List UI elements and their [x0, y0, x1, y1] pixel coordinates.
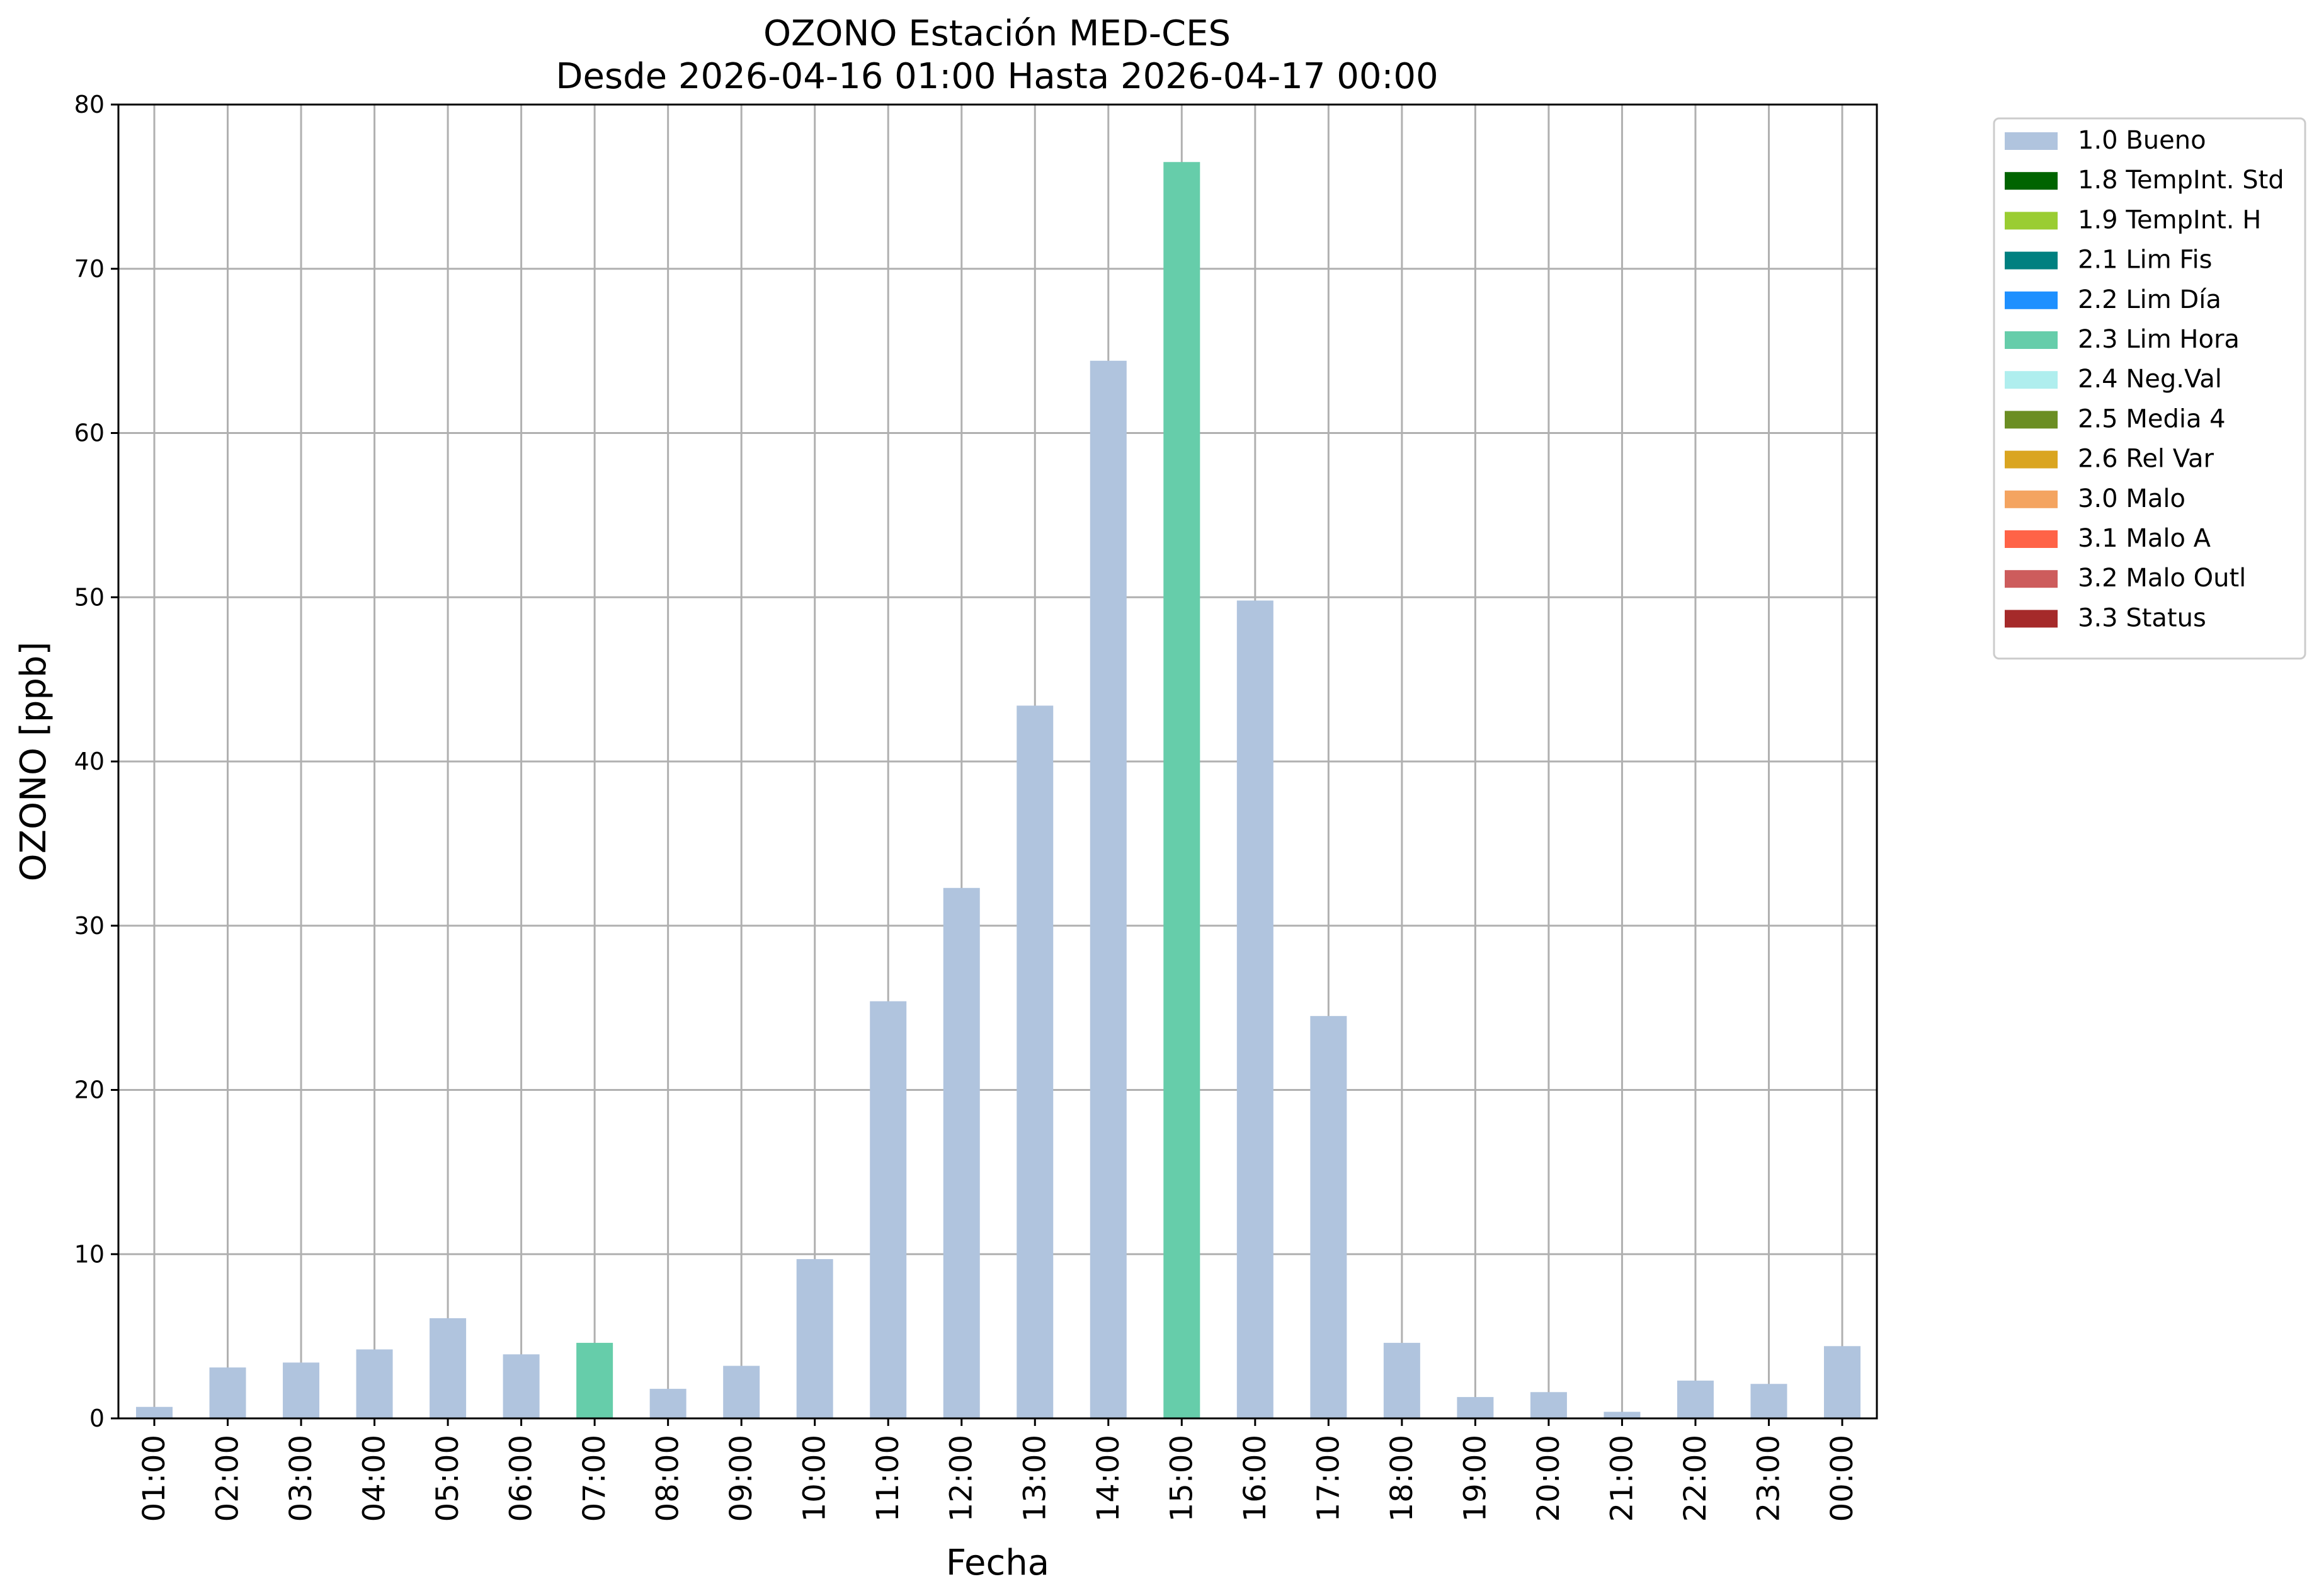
legend-swatch [2005, 450, 2058, 469]
bar [1236, 600, 1273, 1418]
legend-swatch [2005, 371, 2058, 389]
x-axis-label: Fecha [946, 1542, 1049, 1583]
x-tick-label: 21:00 [1604, 1435, 1639, 1522]
x-tick-label: 09:00 [724, 1435, 759, 1522]
x-tick-label: 12:00 [944, 1435, 979, 1522]
y-tick-label: 60 [74, 419, 105, 447]
x-tick-label: 06:00 [504, 1435, 539, 1522]
bar [1750, 1384, 1787, 1418]
bar [1604, 1411, 1641, 1418]
legend-label: 3.0 Malo [2078, 484, 2185, 513]
x-tick-label: 07:00 [577, 1435, 612, 1522]
x-tick-label: 17:00 [1311, 1435, 1346, 1522]
legend-swatch [2005, 530, 2058, 548]
legend-label: 2.4 Neg.Val [2078, 365, 2222, 394]
legend-swatch [2005, 212, 2058, 230]
x-axis-ticks: 01:00 02:00 03:00 04:00 05:00 06:00 07:00 08:00… [137, 1418, 1860, 1522]
y-tick-label: 40 [74, 748, 105, 775]
y-tick-label: 30 [74, 912, 105, 940]
bar [1090, 360, 1127, 1418]
grid-lines [118, 103, 1877, 1420]
bar [136, 1406, 173, 1418]
bar [576, 1343, 613, 1418]
bar [1017, 705, 1054, 1418]
legend-swatch [2005, 291, 2058, 309]
bar [1383, 1343, 1420, 1418]
x-tick-label: 14:00 [1091, 1435, 1126, 1522]
bar [1163, 162, 1200, 1419]
y-tick-label: 70 [74, 255, 105, 283]
bar [283, 1362, 320, 1418]
legend-label: 2.2 Lim Día [2078, 285, 2221, 314]
legend-label: 1.0 Bueno [2078, 126, 2206, 155]
y-tick-label: 50 [74, 583, 105, 611]
y-axis-label: OZONO [ppb] [13, 642, 54, 882]
bar [1530, 1392, 1567, 1418]
x-tick-label: 20:00 [1531, 1435, 1566, 1522]
legend-swatch [2005, 610, 2058, 628]
y-tick-label: 80 [74, 91, 105, 118]
legend-label: 2.6 Rel Var [2078, 445, 2214, 474]
legend-label: 3.1 Malo A [2078, 524, 2211, 553]
chart-title: OZONO Estación MED-CES [763, 13, 1231, 54]
bar [356, 1349, 393, 1418]
x-tick-label: 11:00 [870, 1435, 906, 1522]
y-tick-label: 0 [89, 1405, 105, 1432]
legend-swatch [2005, 331, 2058, 349]
legend-label: 2.3 Lim Hora [2078, 325, 2240, 354]
bar [1677, 1381, 1714, 1418]
legend-swatch [2005, 570, 2058, 588]
x-tick-label: 05:00 [430, 1435, 465, 1522]
legend-swatch [2005, 411, 2058, 429]
x-tick-label: 04:00 [357, 1435, 392, 1522]
x-tick-label: 22:00 [1678, 1435, 1713, 1522]
x-tick-label: 15:00 [1164, 1435, 1199, 1522]
x-tick-label: 19:00 [1457, 1435, 1493, 1522]
legend: 1.0 Bueno 1.8 TempInt. Std 1.9 TempInt. H 2… [1993, 117, 2306, 660]
bar [430, 1318, 467, 1418]
y-axis-ticks: 0 10 20 30 40 50 60 70 80 [74, 91, 118, 1432]
bar [649, 1389, 687, 1418]
bar [723, 1365, 760, 1418]
x-tick-label: 13:00 [1017, 1435, 1052, 1522]
chart-subtitle: Desde 2026-04-16 01:00 Hasta 2026-04-17 … [556, 56, 1438, 97]
legend-label: 1.8 TempInt. Std [2078, 166, 2284, 195]
x-tick-label: 18:00 [1384, 1435, 1420, 1522]
x-tick-label: 08:00 [651, 1435, 686, 1522]
legend-swatch [2005, 132, 2058, 150]
legend-label: 3.3 Status [2078, 603, 2206, 632]
bar [1310, 1016, 1347, 1418]
bar [943, 887, 980, 1418]
x-tick-label: 10:00 [797, 1435, 833, 1522]
y-tick-label: 20 [74, 1076, 105, 1104]
x-tick-label: 03:00 [283, 1435, 319, 1522]
legend-swatch [2005, 251, 2058, 270]
x-tick-label: 01:00 [137, 1435, 172, 1522]
x-tick-label: 02:00 [210, 1435, 246, 1522]
x-tick-label: 00:00 [1825, 1435, 1860, 1522]
legend-label: 2.5 Media 4 [2078, 404, 2226, 433]
legend-frame [1993, 117, 2306, 660]
bar [796, 1259, 833, 1418]
x-tick-label: 23:00 [1751, 1435, 1786, 1522]
y-tick-label: 10 [74, 1240, 105, 1268]
legend-swatch [2005, 490, 2058, 508]
legend-swatch [2005, 172, 2058, 190]
legend-label: 3.2 Malo Outl [2078, 564, 2246, 593]
legend-label: 1.9 TempInt. H [2078, 205, 2261, 234]
bar [1824, 1346, 1860, 1418]
x-tick-label: 16:00 [1238, 1435, 1273, 1522]
bars [136, 162, 1860, 1419]
legend-label: 2.1 Lim Fis [2078, 246, 2212, 275]
bar [209, 1367, 246, 1418]
bar [870, 1001, 907, 1418]
bar [1457, 1397, 1494, 1418]
bar [503, 1354, 540, 1418]
